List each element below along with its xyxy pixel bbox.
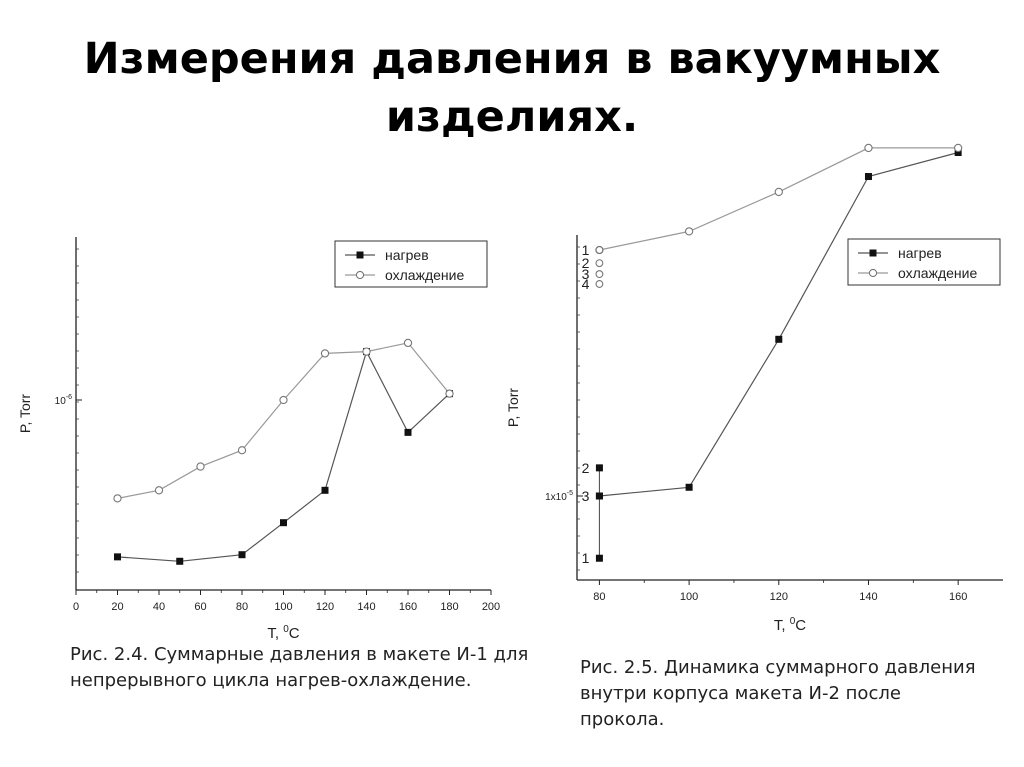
x-tick-label: 140 [859,591,877,603]
legend-marker [356,251,364,259]
y-tick-label: 10-6 [55,394,72,407]
point-label: 1 [582,242,590,258]
legend-marker [355,270,365,280]
x-tick-label: 20 [111,601,123,613]
x-tick-label: 80 [236,601,248,613]
legend-label: нагрев [385,247,429,263]
data-point-cooling [774,187,783,197]
figure-caption-2-4: Рис. 2.4. Суммарные давления в макете И-… [70,644,529,691]
legend-label: нагрев [898,245,942,261]
point-label: 2 [582,255,590,271]
point-label: 3 [582,488,590,504]
chart-1: 0 20 40 60 80 100 120 140 160 180 200 10-6 T, 0C P, T… [17,237,500,642]
data-point-cooling [445,389,454,398]
data-point-cooling [362,347,371,356]
point-label: 1 [582,550,590,566]
legend-label: охлаждение [385,267,464,283]
data-point-heating [404,428,412,436]
data-point-heating [280,519,287,527]
y-axis-label: P, Torr [505,388,521,428]
point-label: 4 [582,276,590,292]
data-point-extra-cooling [595,270,604,279]
data-point-heating [775,335,783,343]
slide-title: Измерения давления в вакуумных изделиях. [83,34,941,142]
legend-box [334,240,488,288]
y-axis-label: P, Torr [17,394,33,434]
data-point-extra-heating [595,492,603,500]
legend-marker [869,249,877,257]
data-point-cooling [403,338,413,348]
x-tick-label: 200 [482,601,500,613]
x-tick-label: 120 [770,591,788,603]
data-point-cooling [684,227,694,236]
data-point-extra-cooling [595,246,604,254]
legend-label: охлаждение [898,265,977,281]
series-line-cooling [117,342,450,499]
x-axis-label: T, 0C [774,616,806,634]
data-point-extra-cooling [595,280,604,288]
point-label: 2 [582,460,590,476]
data-point-heating [176,557,184,565]
data-point-cooling [954,143,963,153]
point-label: 3 [582,266,590,282]
figure-caption-2-5: Рис. 2.5. Динамика суммарного давления в… [580,657,976,730]
legend-box [847,238,1001,286]
data-point-cooling [237,446,247,455]
x-tick-label: 160 [399,601,417,613]
data-point-heating [114,553,121,561]
x-tick-label: 40 [153,601,165,613]
x-tick-label: 100 [680,591,698,603]
data-point-heating [238,551,246,559]
series-line-heating [117,349,450,562]
data-point-extra-cooling [595,259,604,268]
legend-marker [868,268,878,278]
x-axis-label: T, 0C [267,624,299,642]
data-point-extra-heating [595,554,603,562]
y-tick-label: 1x10-5 [545,490,573,503]
series-line-cooling [599,147,959,251]
data-point-cooling [864,143,873,153]
x-tick-label: 120 [316,601,334,613]
data-point-extra-heating [595,464,603,472]
series-line-heating [599,151,959,497]
data-point-heating [321,486,329,494]
data-point-heating [864,173,872,181]
data-point-cooling [320,349,330,358]
data-point-heating [685,483,693,491]
x-tick-label: 0 [73,601,79,613]
x-tick-label: 140 [357,601,375,613]
x-tick-label: 180 [440,601,458,613]
data-point-cooling [154,486,164,495]
x-tick-label: 160 [949,591,967,603]
data-point-cooling [196,462,205,471]
x-tick-label: 80 [593,591,605,603]
data-point-cooling [279,395,288,405]
x-tick-label: 60 [194,601,206,613]
x-tick-label: 100 [274,601,292,613]
data-point-cooling [113,494,122,503]
data-point-heating [954,148,962,156]
